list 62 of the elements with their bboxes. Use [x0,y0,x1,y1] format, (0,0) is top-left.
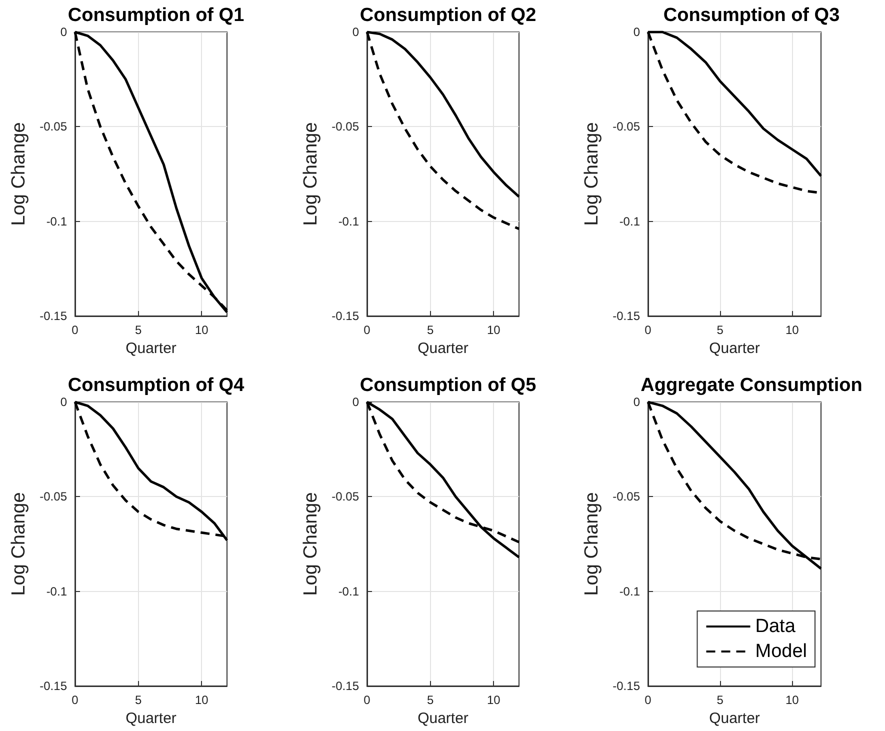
x-tick-label: 0 [364,693,371,707]
y-tick-label: -0.15 [332,309,360,323]
chart-title: Consumption of Q3 [663,5,840,26]
x-tick-label: 0 [72,693,79,707]
x-tick-label: 5 [134,323,142,337]
y-tick-label: -0.15 [40,679,68,693]
y-tick-label: -0.1 [46,214,68,228]
y-tick-label: -0.05 [332,120,360,134]
y-tick-label: -0.1 [46,584,68,598]
y-tick-label: 0 [60,25,68,39]
x-axis-title: Quarter [126,710,176,727]
y-axis-title: Log Change [300,492,322,596]
x-tick-label: 10 [194,323,209,337]
chart-title: Consumption of Q5 [360,375,537,396]
x-tick-label: 0 [644,693,652,707]
y-tick-label: -0.05 [40,490,68,504]
y-tick-label: 0 [60,395,68,409]
chart-title: Consumption of Q4 [68,375,245,396]
y-tick-label: 0 [352,395,360,409]
x-tick-label: 5 [426,693,434,707]
x-tick-label: 10 [486,323,501,337]
x-tick-label: 5 [134,693,142,707]
x-axis-title: Quarter [126,340,176,357]
y-tick-label: -0.1 [338,214,360,228]
y-tick-label: 0 [633,25,640,39]
x-tick-label: 5 [716,323,724,337]
y-tick-label: -0.05 [612,120,640,134]
y-tick-label: -0.1 [619,584,640,598]
y-tick-label: -0.15 [40,309,68,323]
y-tick-label: -0.1 [338,584,360,598]
y-tick-label: -0.15 [332,679,360,693]
legend-label: Model [755,641,807,662]
y-tick-label: -0.05 [612,490,640,504]
x-axis-title: Quarter [709,340,760,357]
y-tick-label: -0.15 [612,679,640,693]
y-tick-label: 0 [352,25,360,39]
y-axis-title: Log Change [300,122,322,226]
chart-title: Consumption of Q1 [68,5,245,26]
y-tick-label: -0.15 [612,309,640,323]
y-axis-title: Log Change [582,492,603,596]
y-tick-label: 0 [633,395,640,409]
legend-label: Data [755,616,796,637]
x-tick-label: 5 [426,323,434,337]
x-axis-title: Quarter [418,710,468,727]
chart-title: Consumption of Q2 [360,5,536,26]
x-tick-label: 0 [364,323,371,337]
y-axis-title: Log Change [582,122,603,226]
y-tick-label: -0.1 [619,214,640,228]
y-tick-label: -0.05 [40,120,68,134]
y-axis-title: Log Change [8,492,30,596]
chart-title: Aggregate Consumption [640,375,862,396]
x-axis-title: Quarter [418,340,468,357]
y-tick-label: -0.05 [332,490,360,504]
x-tick-label: 0 [72,323,79,337]
x-axis-title: Quarter [709,710,760,727]
y-axis-title: Log Change [8,122,30,226]
x-tick-label: 10 [785,323,800,337]
x-tick-label: 10 [785,693,800,707]
x-tick-label: 0 [644,323,652,337]
x-tick-label: 5 [716,693,724,707]
x-tick-label: 10 [194,693,209,707]
x-tick-label: 10 [486,693,501,707]
